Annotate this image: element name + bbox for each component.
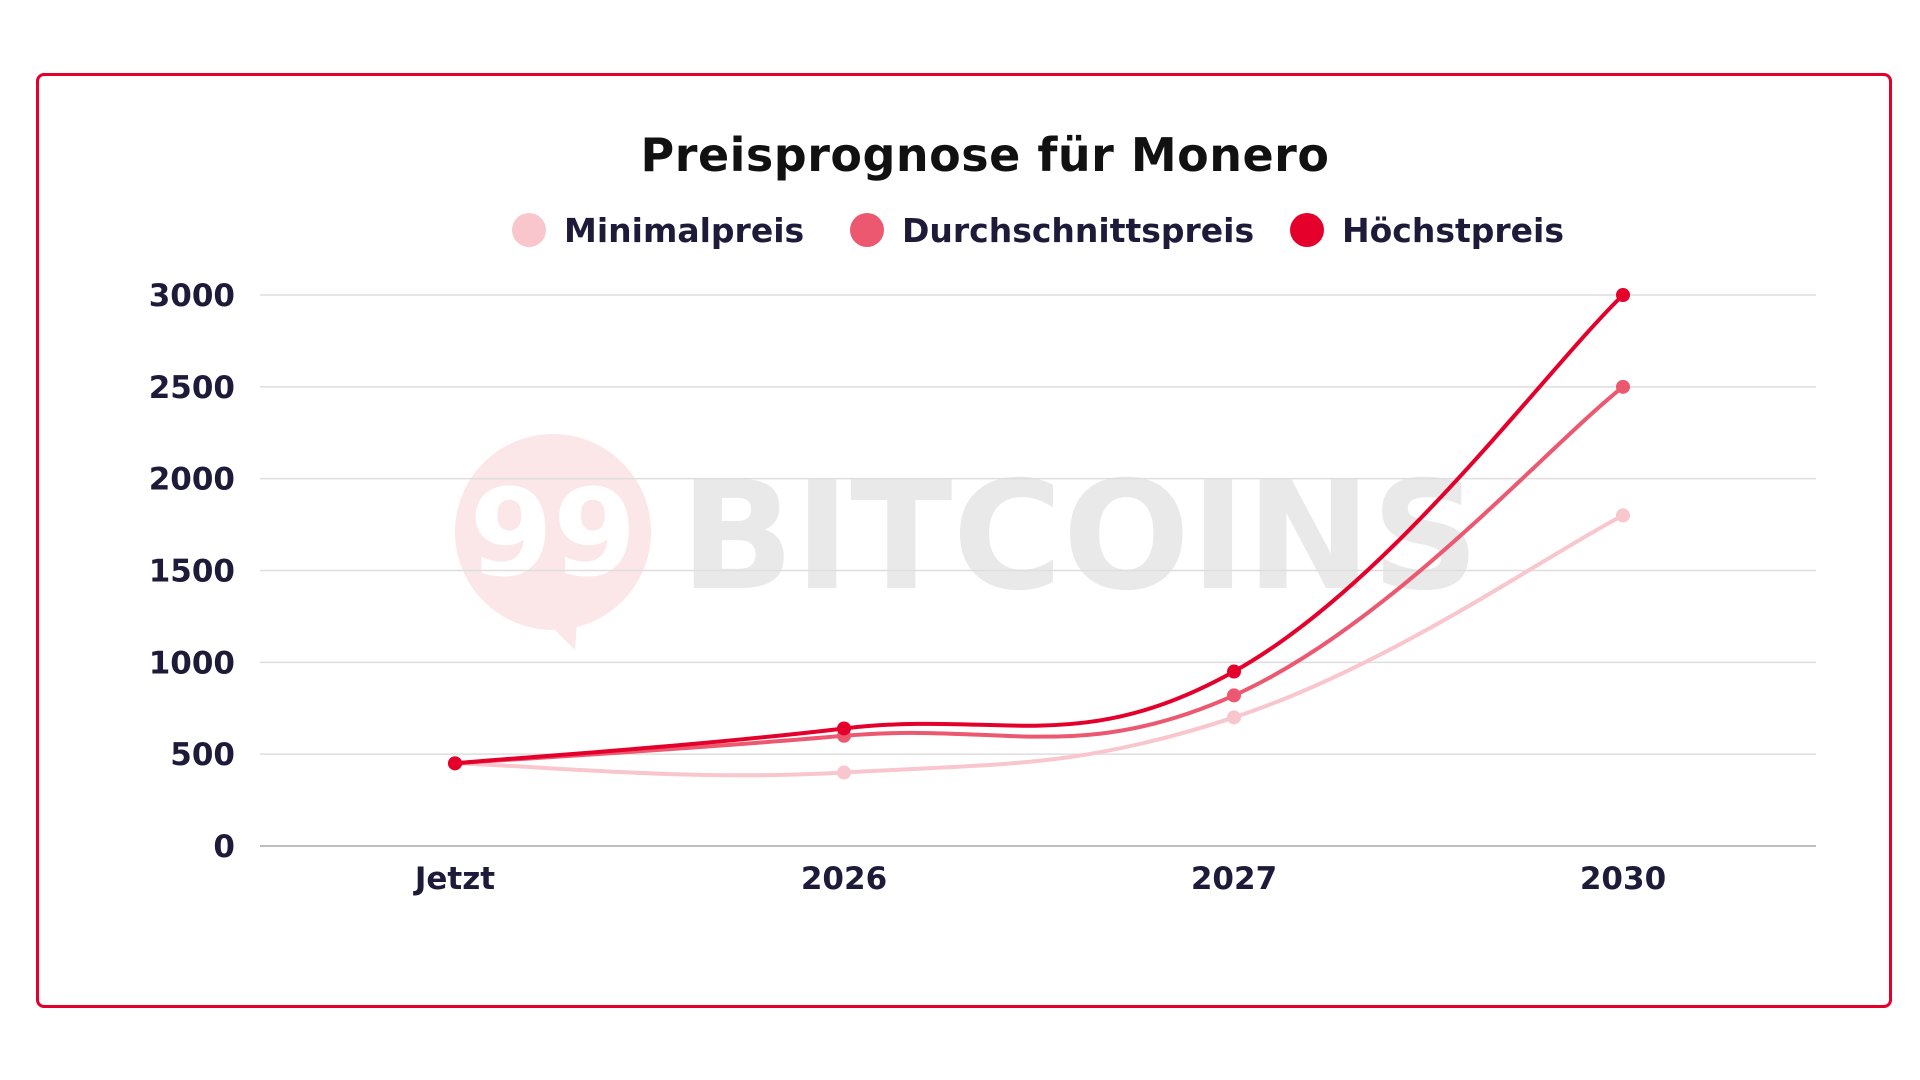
x-tick-label: 2027 [1191,861,1277,897]
data-point-hoechstpreis [837,721,851,736]
x-axis-ticks: Jetzt 2026 2027 2030 [413,861,1666,897]
y-tick-label: 3000 [149,278,235,314]
data-point-durchschnittspreis [1227,688,1241,703]
series-line-durchschnittspreis [453,384,1625,766]
data-point-hoechstpreis [1227,664,1241,679]
x-tick-label: 2026 [801,861,887,897]
y-tick-label: 500 [170,737,235,773]
series-group [448,288,1630,780]
watermark-logo-text: 99 [470,465,637,604]
legend-marker-durchschnittspreis [850,213,884,247]
y-tick-label: 2500 [149,370,235,406]
watermark-text: BITCOINS [680,450,1479,624]
y-axis-ticks: 0 500 1000 1500 2000 2500 3000 [149,278,235,865]
watermark-logo-tail [540,608,578,650]
data-point-minimalpreis [837,765,851,780]
series-line-minimalpreis [453,513,1625,778]
data-point-durchschnittspreis [1616,379,1630,394]
legend-item-minimalpreis: Minimalpreis [512,208,804,252]
x-tick-label: Jetzt [413,861,495,897]
y-tick-label: 2000 [149,462,235,498]
series-line-hoechstpreis [453,293,1625,766]
chart-title: Preisprognose für Monero [640,128,1330,182]
data-point-minimalpreis [1227,710,1241,725]
y-tick-label: 0 [213,829,235,865]
data-point-hoechstpreis [1616,288,1630,302]
legend-label-hoechstpreis: Höchstpreis [1342,210,1564,250]
legend-marker-minimalpreis [512,213,546,247]
legend-item-hoechstpreis: Höchstpreis [1290,208,1564,252]
y-tick-label: 1500 [149,554,235,590]
y-tick-label: 1000 [149,645,235,681]
legend-label-minimalpreis: Minimalpreis [564,210,805,250]
grid-lines [260,294,1816,847]
watermark: 99 BITCOINS [455,434,1479,650]
data-point-minimalpreis [1616,508,1630,523]
legend-item-durchschnittspreis: Durchschnittspreis [850,208,1254,252]
legend-marker-hoechstpreis [1290,213,1324,247]
x-tick-label: 2030 [1580,861,1666,897]
watermark-logo-circle [455,434,651,630]
legend-label-durchschnittspreis: Durchschnittspreis [902,210,1255,250]
series-hoechstpreis [448,288,1630,771]
data-point-hoechstpreis [448,756,462,771]
chart-frame [36,73,1892,1008]
